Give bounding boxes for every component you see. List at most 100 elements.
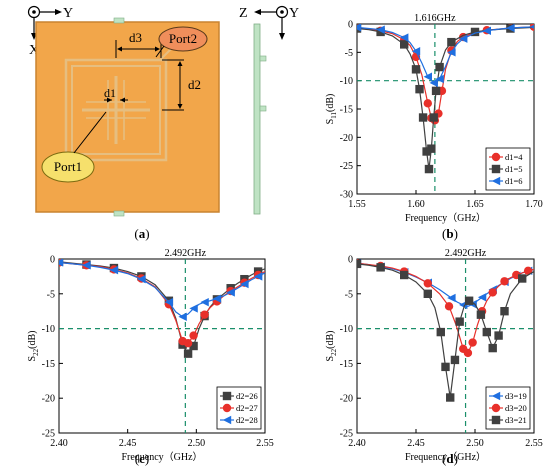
point-d2=26	[183, 349, 193, 358]
point-d1=6	[447, 48, 456, 57]
side-view	[253, 23, 267, 215]
point-d2=27	[183, 339, 193, 348]
series-line-d2=26	[59, 261, 265, 355]
point-d3=21	[494, 331, 503, 340]
point-d3=21	[518, 274, 527, 283]
x-tick-label: 2.50	[466, 438, 484, 449]
x-tick-label: 1.65	[466, 199, 484, 210]
point-d3=20	[500, 277, 509, 286]
caption-c: (c)	[135, 451, 149, 466]
point-d3=20	[468, 338, 477, 347]
point-d2=28	[164, 297, 174, 307]
x-tick-label: 2.45	[119, 438, 137, 449]
dimension-d1: d1	[104, 86, 128, 103]
point-d1=5	[435, 62, 444, 72]
legend-marker	[222, 403, 232, 413]
point-d3=21	[500, 307, 509, 316]
point-d3=21	[441, 362, 450, 372]
x-axis-label: Frequency（GHz）	[405, 451, 486, 463]
axes-indicator-left: Y X	[27, 5, 73, 58]
chart-b: 1.55 1.60 1.65 1.70 0 -5 -10 -15 -20 -25 -30 1.616G…	[325, 13, 543, 241]
caption-d: (d)	[442, 451, 458, 466]
port2-callout: Port2	[155, 26, 208, 58]
point-d3=21	[476, 310, 486, 319]
point-d2=28	[253, 272, 263, 281]
series-line-d1=5	[357, 26, 534, 170]
point-d1=6	[482, 26, 491, 35]
caption-a-letter: a	[139, 226, 146, 241]
point-d3=20	[523, 266, 533, 276]
legend-marker	[222, 415, 232, 425]
caption-letter: d	[446, 451, 454, 466]
point-d1=5	[411, 65, 421, 74]
legend-entry: d1=6	[505, 176, 523, 186]
x-tick-label: 2.40	[348, 438, 366, 449]
point-d1=5	[429, 113, 438, 122]
point-d1=6	[506, 24, 515, 33]
point-d3=21	[488, 343, 497, 353]
point-d2=27	[189, 331, 198, 340]
plot-frame	[356, 258, 535, 434]
vline-label: 2.492GHz	[165, 248, 207, 259]
series-line-d2=27	[59, 261, 265, 344]
point-d1=5	[427, 144, 436, 153]
vline-label: 1.616GHz	[414, 13, 456, 24]
y-axis-label-main: S	[325, 119, 336, 125]
point-d2=28	[226, 288, 235, 297]
y-tick-label: -30	[340, 190, 353, 201]
y-tick-label: -15	[340, 359, 353, 370]
point-d1=5	[470, 27, 480, 37]
y-tick-label: 0	[50, 255, 55, 266]
y-tick-label: -25	[340, 429, 353, 440]
series-line-d1=4	[357, 26, 534, 122]
y-axis-label-sub: 11	[330, 112, 338, 119]
x-axis-label: Frequency（GHz）	[405, 212, 486, 224]
point-d3=21	[446, 393, 455, 402]
point-d1=6	[400, 33, 409, 42]
point-d1=6	[435, 74, 444, 84]
point-d2=28	[240, 279, 249, 289]
point-d2=27	[200, 310, 209, 319]
point-d3=19	[477, 293, 487, 302]
y-axis-label-unit: (dB)	[27, 331, 38, 349]
point-d1=5	[424, 164, 434, 174]
caption-letter: b	[446, 226, 453, 241]
y-axis-label-main: S	[325, 356, 336, 362]
port2-label: Port2	[169, 31, 197, 46]
plot-frame	[58, 258, 266, 434]
chart-c: 2.40 2.45 2.50 2.55 0 -5 -10 -15 -20 -25 2.492GHz d…	[27, 248, 274, 466]
y-tick-label: 0	[348, 20, 353, 31]
point-d3=21	[482, 327, 491, 337]
point-d3=21	[455, 317, 464, 326]
point-d1=5	[400, 40, 409, 49]
legend-entry: d1=4	[505, 152, 523, 162]
legend-entry: d2=26	[236, 391, 258, 401]
axes-indicator-right: Z Y	[239, 5, 299, 40]
y-axis-label-unit: (dB)	[325, 331, 336, 349]
x-tick-label: 1.55	[348, 199, 366, 210]
point-d3=21	[400, 270, 409, 280]
caption-b: (b)	[442, 226, 458, 241]
point-d1=5	[422, 147, 431, 156]
y-tick-label: -20	[42, 394, 55, 405]
point-d3=20	[423, 279, 432, 288]
axis-y-label-right: Y	[289, 6, 299, 21]
point-d1=6	[423, 72, 432, 81]
point-d1=6	[429, 78, 438, 88]
chart-d: 2.40 2.45 2.50 2.55 0 -5 -10 -15 -20 -25 2.492GHz d…	[325, 248, 543, 466]
legend-marker	[491, 391, 501, 401]
vline-label: 2.492GHz	[445, 248, 487, 259]
point-d2=28	[212, 294, 222, 303]
caption-letter: c	[139, 451, 145, 466]
legend-marker	[491, 403, 501, 413]
point-d2=28	[59, 259, 64, 267]
legend-entry: d2=27	[236, 403, 258, 413]
y-tick-label: -5	[345, 289, 353, 300]
point-d3=20	[463, 348, 473, 358]
y-tick-label: -10	[340, 324, 353, 335]
point-d1=5	[447, 37, 456, 47]
y-tick-label: -15	[42, 359, 55, 370]
axis-x-label-left: X	[29, 43, 39, 58]
port1-label: Port1	[54, 159, 82, 174]
y-tick-label: -20	[340, 133, 353, 144]
